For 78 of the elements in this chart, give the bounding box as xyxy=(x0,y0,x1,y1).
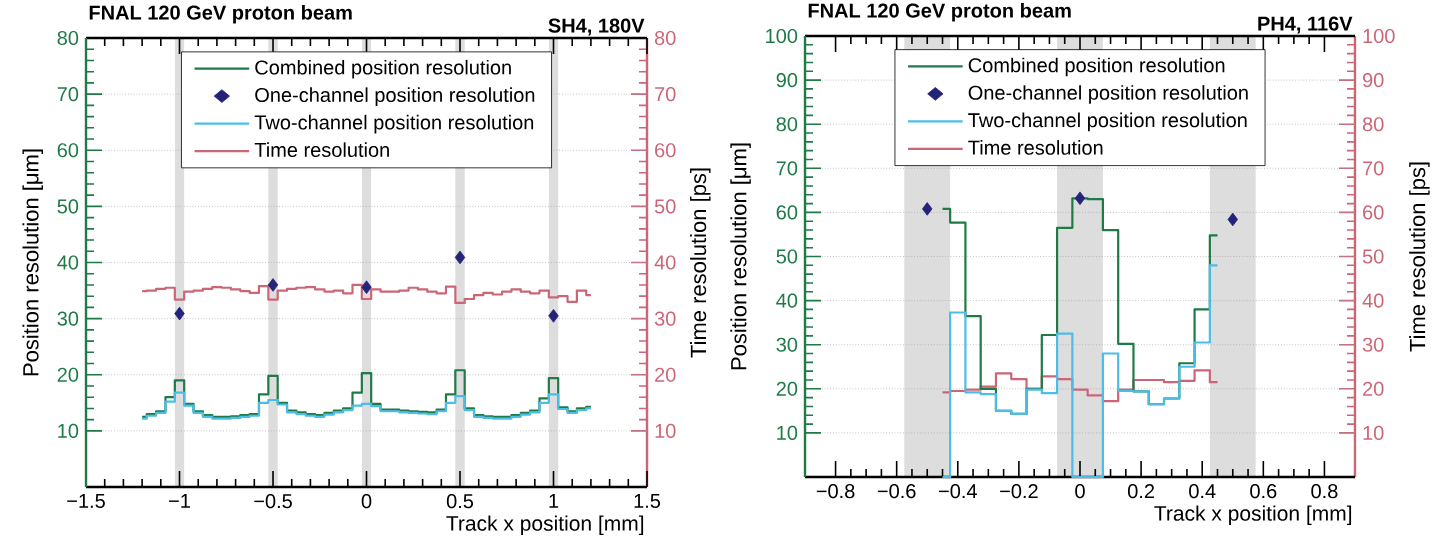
y-tick-label: 60 xyxy=(776,205,798,220)
y2-tick-label: 20 xyxy=(655,367,676,382)
y-tick-label: 40 xyxy=(776,293,798,308)
x-tick-label: 1.5 xyxy=(634,494,661,509)
y-tick-label: 10 xyxy=(777,425,798,440)
y2-tick-label: 90 xyxy=(1362,73,1384,88)
x-tick-label: −1.5 xyxy=(67,494,105,509)
y-tick-label: 30 xyxy=(776,337,798,352)
chart-subtitle: SH4, 180V xyxy=(548,18,645,36)
chart-title: FNAL 120 GeV proton beam xyxy=(89,4,352,24)
y2-tick-label: 40 xyxy=(1362,293,1384,308)
y-axis-title: Position resolution [μm] xyxy=(22,149,43,376)
y2-tick-label: 30 xyxy=(654,311,676,326)
x-tick-label: 0.4 xyxy=(1189,484,1216,499)
y2-tick-label: 10 xyxy=(655,423,676,438)
legend-label: Combined position resolution xyxy=(255,59,511,79)
point xyxy=(1074,191,1086,206)
y-tick-label: 90 xyxy=(776,73,798,88)
y-tick-label: 10 xyxy=(58,423,79,438)
y-tick-label: 50 xyxy=(57,199,79,214)
x-tick-label: −0.2 xyxy=(1000,484,1038,499)
chart-subtitle: PH4, 116V xyxy=(1258,16,1353,34)
y2-tick-label: 80 xyxy=(654,30,676,46)
y-tick-label: 100 xyxy=(766,28,798,44)
y2-axis-title: Time resolution [ps] xyxy=(1409,162,1430,352)
point xyxy=(267,278,279,292)
y-tick-label: 40 xyxy=(57,255,79,270)
legend-label: Combined position resolution xyxy=(968,57,1225,77)
x-tick-label: 0 xyxy=(361,494,372,509)
y-tick-label: 20 xyxy=(776,381,798,396)
point xyxy=(1227,212,1238,227)
y2-tick-label: 40 xyxy=(654,255,676,270)
y-tick-label: 30 xyxy=(57,311,79,326)
legend-label: One-channel position resolution xyxy=(255,87,535,106)
x-tick-label: 0.2 xyxy=(1127,484,1155,499)
legend-label: Two-channel position resolution xyxy=(968,112,1247,132)
y-tick-label: 60 xyxy=(57,143,79,158)
y-tick-label: 50 xyxy=(776,249,798,264)
x-tick-label: 0.5 xyxy=(446,494,474,509)
point xyxy=(361,280,372,294)
y2-tick-label: 20 xyxy=(1363,381,1384,396)
x-tick-label: −0.6 xyxy=(877,484,916,499)
x-tick-label: 1 xyxy=(549,494,559,508)
legend-label: One-channel position resolution xyxy=(968,85,1248,104)
x-axis-title: Track x position [mm] xyxy=(446,515,644,535)
y-tick-label: 70 xyxy=(776,161,798,176)
point xyxy=(454,250,466,265)
y2-tick-label: 50 xyxy=(654,199,676,214)
y2-tick-label: 70 xyxy=(655,87,676,102)
chart-title: FNAL 120 GeV proton beam xyxy=(808,2,1071,22)
legend-label: Time resolution xyxy=(968,140,1103,155)
x-tick-label: −0.5 xyxy=(254,494,292,509)
y-axis-title: Position resolution [μm] xyxy=(730,143,751,370)
y-tick-label: 80 xyxy=(776,117,798,132)
x-tick-label: −0.8 xyxy=(816,484,855,499)
y2-tick-label: 60 xyxy=(1363,205,1384,220)
y2-tick-label: 80 xyxy=(1362,117,1384,132)
x-tick-label: 0 xyxy=(1075,484,1085,499)
y2-tick-label: 100 xyxy=(1363,28,1395,44)
x-tick-label: −0.4 xyxy=(939,484,977,499)
y2-axis-title: Time resolution [ps] xyxy=(690,168,711,358)
y2-tick-label: 70 xyxy=(1363,161,1384,176)
legend-label: Time resolution xyxy=(254,142,389,158)
y-tick-label: 70 xyxy=(57,87,79,102)
point xyxy=(548,309,559,323)
x-tick-label: 0.8 xyxy=(1311,484,1338,499)
y2-tick-label: 60 xyxy=(655,143,676,158)
y2-tick-label: 50 xyxy=(1362,249,1384,264)
x-tick-label: 0.6 xyxy=(1250,484,1277,499)
point xyxy=(922,202,933,216)
point xyxy=(174,306,185,321)
y2-tick-label: 10 xyxy=(1363,425,1384,440)
legend-label: Two-channel position resolution xyxy=(254,114,534,134)
y-tick-label: 20 xyxy=(57,367,79,382)
x-tick-label: −1 xyxy=(169,494,190,508)
y-tick-label: 80 xyxy=(57,30,79,46)
y2-tick-label: 30 xyxy=(1362,337,1384,352)
x-axis-title: Track x position [mm] xyxy=(1154,505,1352,525)
